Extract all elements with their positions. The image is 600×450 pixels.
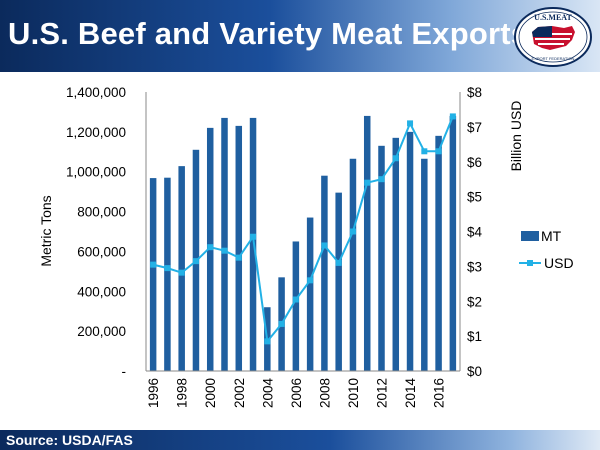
usd-point-2016 [435,148,442,155]
y-tick-label: 400,000 [77,284,126,299]
usd-point-2006 [292,296,299,303]
right-axis-ticks: $0 $1 $2 $3 $4 $5 $6 $7 $8 [467,85,483,379]
y-tick-label: 800,000 [77,205,126,220]
mt-bar-2008 [321,175,328,371]
y2-tick-label: $7 [467,120,482,135]
svg-text:U.S.MEAT: U.S.MEAT [534,13,572,22]
mt-bar-2009 [335,192,342,371]
mt-bar-2003 [249,117,257,372]
legend-mt-swatch [521,231,539,241]
x-tick-label: 2006 [289,378,304,408]
usd-point-2010 [349,228,356,235]
x-tick-label: 2004 [260,378,275,409]
x-tick-label: 1998 [175,378,190,408]
mt-bar-2002 [235,125,243,371]
mt-bar-2016 [435,135,442,371]
usd-point-1996 [150,261,157,268]
y-tick-label: 1,400,000 [66,85,126,100]
usmef-logo: U.S.MEAT EXPORT FEDERATION [514,7,592,67]
chart-axes [145,92,461,372]
usd-point-2009 [335,259,342,266]
y-axis-title: Metric Tons [38,195,54,266]
y2-tick-label: $3 [467,259,482,274]
usd-point-2002 [235,254,242,261]
header-banner: U.S. Beef and Variety Meat Exports U.S.M… [0,0,600,72]
usd-point-2004 [264,338,271,345]
source-label: Source: USDA/FAS [6,432,133,448]
legend: MT USD [519,228,574,271]
x-tick-label: 2012 [375,378,390,408]
usd-point-2003 [250,233,257,240]
mt-bar-2001 [221,117,228,372]
usd-point-1997 [164,265,171,272]
y2-tick-label: $5 [467,190,482,205]
x-axis-ticks: 1996 1998 2000 2002 2004 2006 2008 2010 2012 2014… [146,378,446,409]
usd-point-2013 [392,155,399,162]
y-tick-label: - [122,364,127,379]
footer-bar: Source: USDA/FAS [0,430,600,450]
mt-bar-2013 [392,137,400,371]
exports-chart: - 200,000 400,000 600,000 800,000 1,000,000 1,… [38,85,574,409]
x-tick-label: 1996 [146,378,161,408]
y2-tick-label: $0 [467,364,482,379]
y2-axis-title: Billion USD [508,101,524,172]
usd-point-2014 [407,120,414,127]
mt-bar-1998 [178,166,185,371]
left-axis-ticks: - 200,000 400,000 600,000 800,000 1,000,000 1,… [66,85,126,379]
usd-point-2000 [207,244,214,251]
usd-point-1998 [178,269,185,276]
x-tick-label: 2000 [203,378,218,408]
mt-bar-2015 [421,158,428,371]
mt-bar-2012 [378,145,385,371]
usd-point-2005 [278,320,285,327]
usd-point-2011 [364,179,371,186]
svg-text:EXPORT FEDERATION: EXPORT FEDERATION [532,56,575,61]
usd-point-1999 [192,258,199,265]
x-tick-label: 2002 [232,378,247,408]
x-tick-label: 2010 [346,378,361,408]
mt-bars [149,115,457,372]
y-tick-label: 1,200,000 [66,125,126,140]
page-title: U.S. Beef and Variety Meat Exports [8,16,529,51]
usd-point-2012 [378,176,385,183]
mt-bar-2007 [306,217,314,371]
y-tick-label: 200,000 [77,324,126,339]
usd-point-2008 [321,242,328,249]
mt-bar-2017 [449,115,457,372]
usd-line [150,113,456,345]
legend-usd-label: USD [544,255,574,271]
y2-tick-label: $8 [467,85,482,100]
mt-bar-2011 [363,115,371,372]
legend-usd-marker [527,260,533,266]
y2-tick-label: $4 [467,225,483,240]
legend-mt-label: MT [541,228,562,244]
usd-point-2015 [421,148,428,155]
usd-point-2007 [307,277,314,284]
x-tick-label: 2014 [403,378,418,409]
usd-point-2017 [449,113,456,120]
y-tick-label: 600,000 [77,244,126,259]
mt-bar-1996 [149,178,157,371]
y-tick-label: 1,000,000 [66,165,126,180]
y2-tick-label: $2 [467,294,482,309]
mt-bar-2006 [292,241,300,371]
x-tick-label: 2016 [432,378,447,408]
x-tick-label: 2008 [317,378,332,408]
mt-bar-1997 [164,177,171,371]
y2-tick-label: $1 [467,329,482,344]
mt-bar-2010 [349,158,357,371]
usd-point-2001 [221,247,228,254]
y2-tick-label: $6 [467,155,482,170]
mt-bar-2014 [406,131,414,371]
usd-series-line [152,116,454,344]
